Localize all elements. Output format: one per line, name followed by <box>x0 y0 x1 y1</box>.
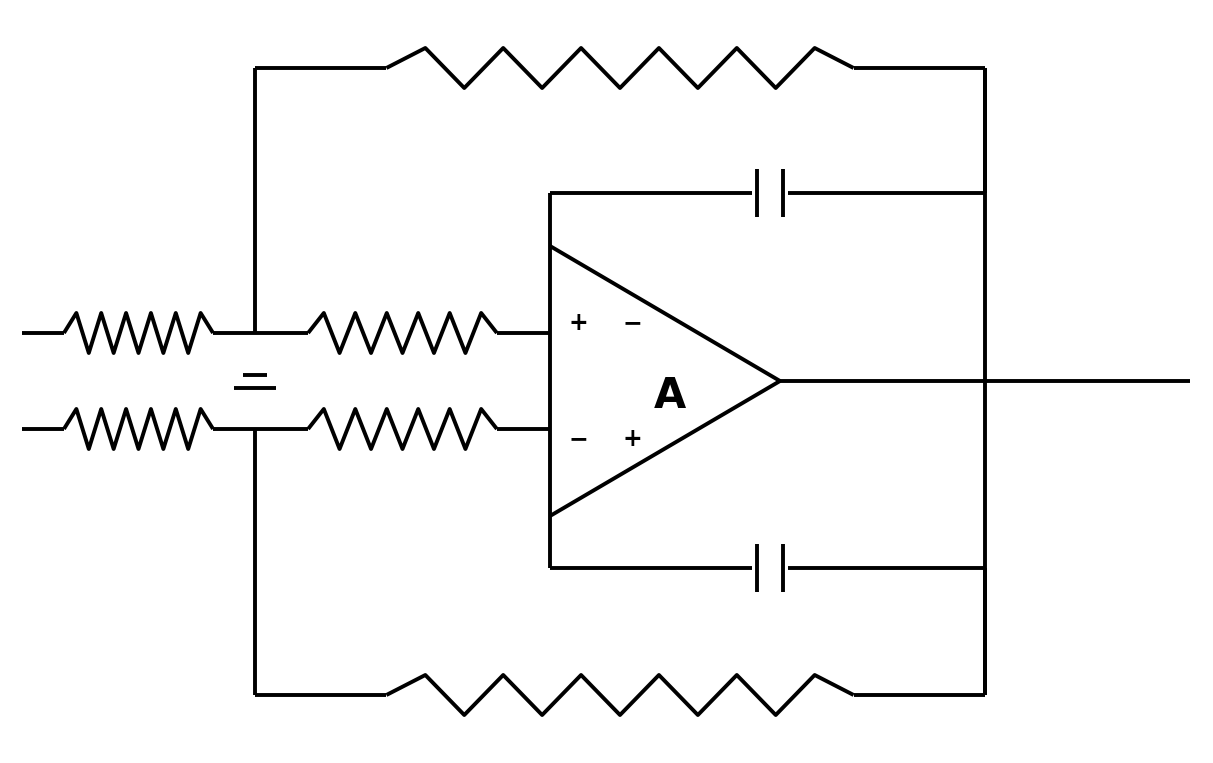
Text: −: − <box>622 311 642 335</box>
Text: −: − <box>568 427 588 451</box>
Text: +: + <box>622 427 642 451</box>
Text: +: + <box>568 311 588 335</box>
Text: A: A <box>654 375 685 417</box>
